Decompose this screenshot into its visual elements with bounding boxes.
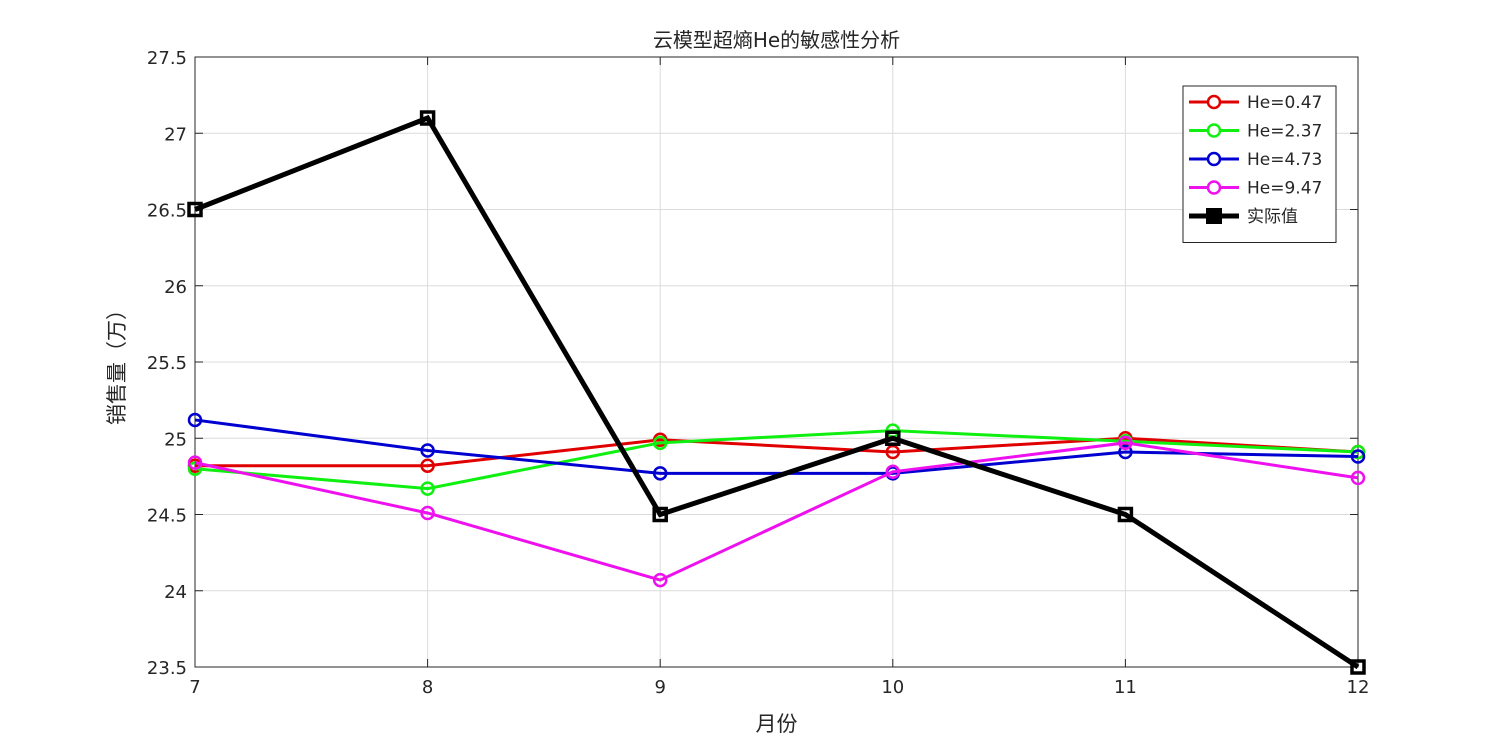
data-point-circle: [187, 455, 203, 470]
data-point-square: [652, 506, 668, 523]
data-point-square: [885, 430, 901, 446]
series-line: [194, 429, 1359, 491]
legend-swatch-circle: [1206, 180, 1222, 195]
data-point-circle: [652, 435, 668, 451]
chart-title: 云模型超熵He的敏感性分析: [653, 28, 900, 52]
legend-swatch-circle: [1206, 151, 1222, 167]
x-tick-label: 9: [654, 677, 665, 698]
data-point-circle: [420, 458, 435, 473]
legend-label: He=4.73: [1247, 150, 1322, 170]
legend-swatch-circle: [1206, 123, 1222, 138]
legend-item: 实际值: [1189, 207, 1298, 227]
tick-layer: 7 8 9 10 11 12 23.5 24 24.5 25 25.5 26 26.5 27 27.5: [147, 48, 1370, 698]
data-point-circle: [1350, 470, 1366, 486]
series-2: [187, 423, 1366, 496]
legend-label: 实际值: [1247, 207, 1298, 227]
y-tick-label: 27: [164, 124, 187, 145]
data-point-circle: [420, 443, 435, 458]
data-point-circle: [652, 466, 668, 481]
legend: He=0.47 He=2.37 He=4.73 He=9.47 实际值: [1182, 85, 1337, 243]
y-tick-label: 24: [164, 582, 187, 603]
y-tick-label: 24.5: [147, 506, 187, 527]
y-tick-label: 26: [164, 277, 187, 298]
data-point-square: [1117, 506, 1134, 523]
data-point-circle: [1118, 435, 1133, 451]
series-line: [194, 441, 1359, 582]
series-line: [195, 436, 1359, 468]
y-tick-label: 23.5: [147, 658, 187, 679]
x-tick-label: 10: [881, 677, 904, 698]
series-4: [187, 435, 1366, 588]
legend-item: He=9.47: [1189, 179, 1322, 199]
y-tick-label: 26.5: [147, 201, 187, 222]
data-point-square: [187, 201, 203, 218]
data-point-circle: [1350, 444, 1366, 460]
data-point-circle: [187, 412, 203, 428]
x-tick-label: 12: [1347, 677, 1370, 698]
y-tick-label: 25.5: [147, 353, 187, 374]
data-point-circle: [420, 505, 435, 521]
data-point-circle: [885, 464, 901, 480]
legend-label: He=2.37: [1247, 122, 1322, 142]
series-line: [194, 114, 1360, 670]
data-point-circle: [1350, 449, 1366, 464]
series-line: [194, 418, 1359, 475]
x-tick-label: 11: [1114, 677, 1137, 698]
x-axis-label: 月份: [756, 712, 798, 736]
x-tick-label: 7: [189, 677, 200, 698]
legend-swatch-circle: [1206, 94, 1222, 110]
y-axis-label: 销售量（万）: [105, 299, 129, 425]
data-point-square: [1350, 659, 1366, 675]
y-tick-label: 27.5: [147, 48, 187, 69]
x-tick-label: 8: [422, 677, 433, 698]
data-point-circle: [420, 481, 435, 496]
legend-label: He=0.47: [1247, 93, 1322, 113]
legend-item: He=0.47: [1189, 93, 1322, 113]
data-point-circle: [1118, 444, 1133, 460]
data-point-square: [419, 110, 436, 126]
series-layer: [187, 110, 1366, 675]
legend-label: He=9.47: [1247, 179, 1322, 199]
legend-item: He=2.37: [1189, 122, 1322, 142]
legend-item: He=4.73: [1189, 150, 1322, 170]
data-point-circle: [652, 572, 668, 588]
legend-swatch-square: [1206, 208, 1222, 224]
y-tick-label: 25: [164, 429, 187, 450]
series-3: [187, 412, 1366, 481]
series-5: [187, 110, 1366, 675]
